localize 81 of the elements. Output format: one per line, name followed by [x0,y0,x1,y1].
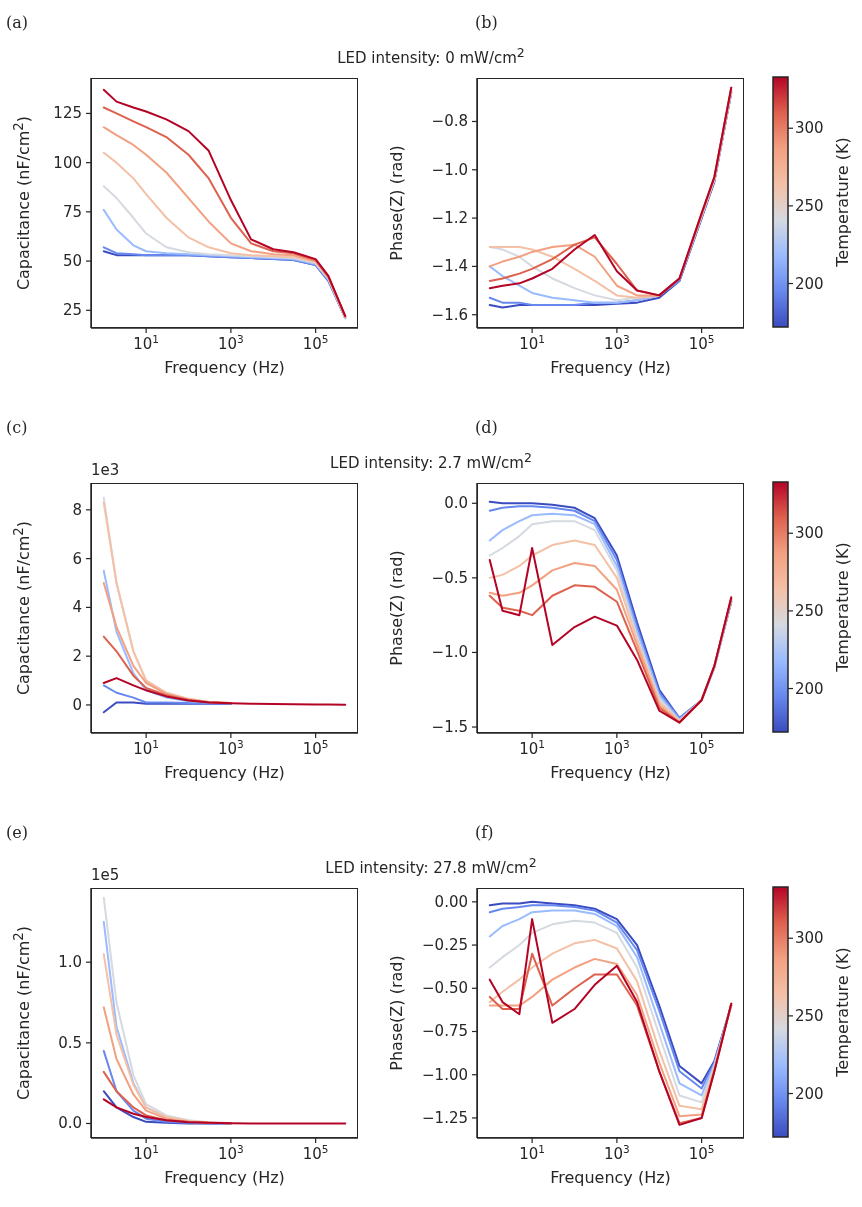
color-bar-title: Temperature (K) [833,137,852,268]
y-tick-label: −0.8 [431,112,468,131]
colorbar: 200 250 300 [772,886,824,1138]
y-tick-label: 0 [72,695,82,714]
colorbar: 200 250 300 [772,76,824,328]
y-tick-label: 125 [53,104,82,123]
y-tick-label: 0.00 [434,892,468,911]
x-tick-label: 10$^{3}$ [603,1143,630,1163]
y-axis-title: Phase(Z) (rad) [386,550,406,666]
text: LED intensity: 0 mW/cm$^{2}$ [336,45,526,67]
x-axis-title: Frequency (Hz) [549,358,672,377]
color-bar-label: 200 [795,1084,824,1103]
x-tick-label: 10$^{5}$ [302,738,329,758]
y-tick-label: −1.00 [422,1065,468,1084]
colorbar: 200 250 300 [772,481,824,733]
x-tick-label: 10$^{1}$ [133,1143,160,1163]
y-tick-label: −0.50 [422,979,468,998]
color-bar-label: 250 [795,196,824,215]
text: LED intensity: 2.7 mW/cm$^{2}$ [330,450,532,472]
x-axis-title: Frequency (Hz) [549,1168,672,1187]
y-tick-label: −1.4 [431,257,468,276]
x-axis-title: Frequency (Hz) [163,358,286,377]
x-tick-label: 10$^{1}$ [519,738,546,758]
y-tick-label: 25 [62,301,82,320]
y-tick-label: 8 [72,500,82,519]
y-tick-label: −1.6 [431,305,468,324]
text: (f) [475,823,494,842]
color-bar-label: 200 [795,679,824,698]
y-tick-label: −0.25 [422,936,468,955]
x-tick-label: 10$^{5}$ [688,333,715,353]
y-tick-label: 1.0 [58,953,82,972]
y-tick-label: −0.75 [422,1022,468,1041]
text: 1e3 [91,461,120,479]
y-tick-label: 50 [62,252,82,271]
text: (c) [6,418,28,437]
color-bar-label: 250 [795,1006,824,1025]
color-bar-label: 200 [795,274,824,293]
x-axis-title: Frequency (Hz) [549,763,672,782]
x-tick-label: 10$^{1}$ [133,738,160,758]
x-tick-label: 10$^{3}$ [603,333,630,353]
text: (d) [475,418,498,437]
x-tick-label: 10$^{3}$ [603,738,630,758]
y-axis-title: Phase(Z) (rad) [386,145,406,261]
x-tick-label: 10$^{1}$ [519,333,546,353]
x-tick-label: 10$^{3}$ [217,333,244,353]
x-tick-label: 10$^{5}$ [688,1143,715,1163]
color-bar-label: 300 [795,929,824,948]
text: (b) [475,13,498,32]
x-tick-label: 10$^{3}$ [217,1143,244,1163]
color-bar-title: Temperature (K) [833,542,852,673]
y-tick-label: −1.0 [431,643,468,662]
y-tick-label: 0.5 [58,1033,82,1052]
color-bar-label: 300 [795,119,824,138]
x-tick-label: 10$^{3}$ [217,738,244,758]
text: (e) [6,823,28,842]
y-tick-label: 2 [72,647,82,666]
color-bar-label: 250 [795,601,824,620]
y-tick-label: −1.0 [431,160,468,179]
x-tick-label: 10$^{1}$ [133,333,160,353]
x-axis-title: Frequency (Hz) [163,763,286,782]
x-axis-title: Frequency (Hz) [163,1168,286,1187]
y-axis-title: Phase(Z) (rad) [386,955,406,1071]
y-tick-label: −1.5 [431,718,468,737]
text: 1e5 [91,866,120,884]
y-tick-label: −1.2 [431,209,468,228]
y-tick-label: 4 [72,598,82,617]
y-tick-label: 6 [72,549,82,568]
y-tick-label: 100 [53,153,82,172]
y-tick-label: −1.25 [422,1108,468,1127]
y-tick-label: 0.0 [58,1114,82,1133]
x-tick-label: 10$^{1}$ [519,1143,546,1163]
y-tick-label: −0.5 [431,568,468,587]
color-bar-title: Temperature (K) [833,947,852,1078]
color-bar-label: 300 [795,524,824,543]
text: (a) [6,13,29,32]
text: LED intensity: 27.8 mW/cm$^{2}$ [325,855,537,877]
y-tick-label: 0.0 [444,494,468,513]
y-tick-label: 75 [62,202,82,221]
x-tick-label: 10$^{5}$ [302,1143,329,1163]
x-tick-label: 10$^{5}$ [302,333,329,353]
x-tick-label: 10$^{5}$ [688,738,715,758]
